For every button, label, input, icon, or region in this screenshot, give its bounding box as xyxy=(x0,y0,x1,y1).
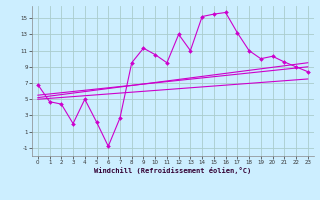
X-axis label: Windchill (Refroidissement éolien,°C): Windchill (Refroidissement éolien,°C) xyxy=(94,167,252,174)
